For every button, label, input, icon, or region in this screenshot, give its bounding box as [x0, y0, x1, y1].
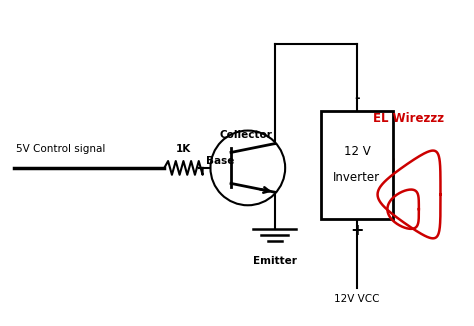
Text: +: +	[350, 223, 364, 238]
Text: 5V Control signal: 5V Control signal	[16, 144, 105, 154]
Bar	[320, 111, 393, 219]
Text: -: -	[354, 92, 360, 105]
Text: 12 V: 12 V	[344, 145, 370, 158]
Text: Inverter: Inverter	[333, 171, 381, 185]
Text: 12V VCC: 12V VCC	[334, 294, 380, 304]
Text: Emitter: Emitter	[253, 256, 297, 266]
Text: 1K: 1K	[176, 144, 191, 154]
Text: EL Wirezzz: EL Wirezzz	[374, 112, 445, 125]
Text: Base: Base	[206, 156, 234, 166]
Text: Collector: Collector	[220, 130, 273, 140]
